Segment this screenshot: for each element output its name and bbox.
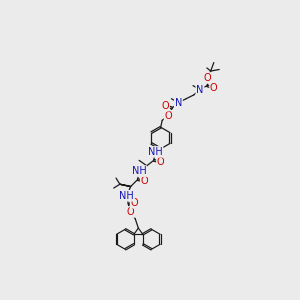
Text: N: N	[175, 98, 182, 108]
Text: O: O	[157, 157, 164, 167]
Text: N: N	[196, 85, 204, 94]
Text: O: O	[165, 111, 172, 121]
Text: O: O	[203, 73, 211, 83]
Text: O: O	[131, 198, 138, 208]
Text: O: O	[127, 207, 134, 217]
Text: NH: NH	[148, 147, 163, 157]
Text: O: O	[210, 83, 218, 93]
Text: O: O	[161, 101, 169, 111]
Text: O: O	[141, 176, 148, 186]
Polygon shape	[120, 184, 131, 187]
Text: NH: NH	[132, 166, 146, 176]
Text: NH: NH	[119, 191, 134, 201]
